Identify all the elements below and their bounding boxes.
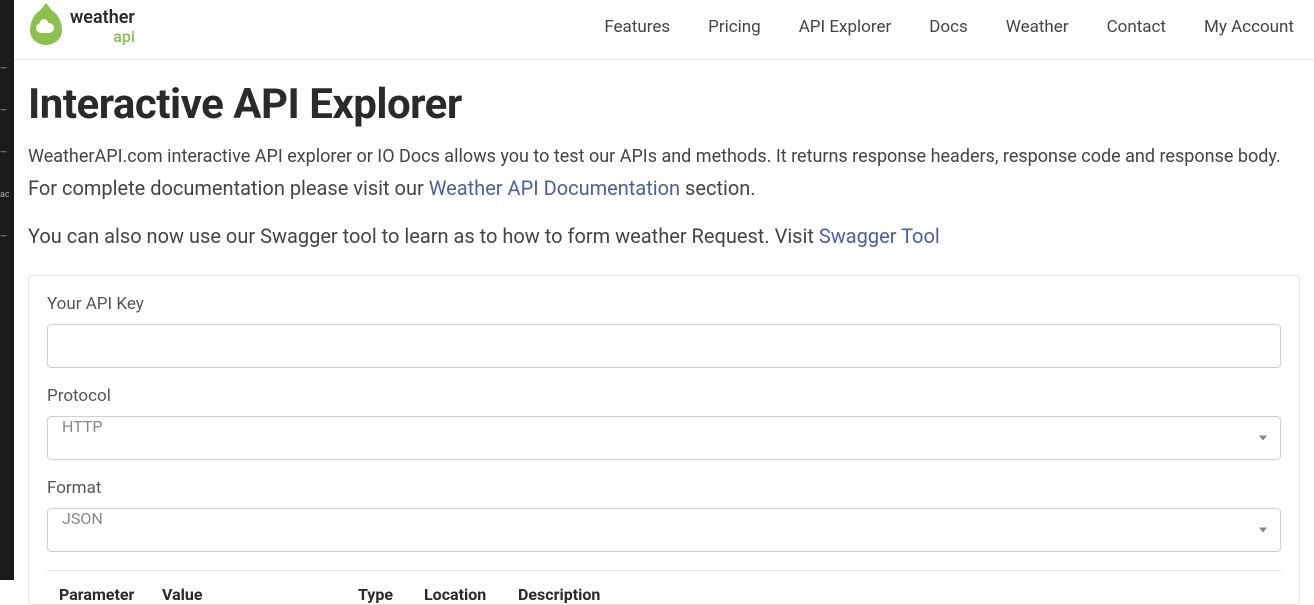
protocol-label: Protocol (47, 386, 1281, 406)
api-key-input[interactable] (47, 324, 1281, 368)
th-type: Type (358, 585, 424, 604)
intro3-pre: You can also now use our Swagger tool to… (28, 224, 819, 248)
format-label: Format (47, 478, 1281, 498)
logo-text-wrap: weather api (70, 9, 135, 45)
api-key-label: Your API Key (47, 294, 1281, 314)
nav-contact[interactable]: Contact (1107, 17, 1166, 37)
format-select[interactable]: JSON (47, 508, 1281, 552)
main-content: Interactive API Explorer WeatherAPI.com … (14, 60, 1314, 605)
top-navigation-bar: weather api Features Pricing API Explore… (14, 0, 1314, 60)
left-dark-strip: — — — ac — (0, 0, 14, 580)
nav-weather[interactable]: Weather (1006, 17, 1069, 37)
protocol-select-wrap: HTTP (47, 416, 1281, 460)
swagger-tool-link[interactable]: Swagger Tool (819, 224, 940, 248)
params-table-header: Parameter Value Type Location Descriptio… (47, 570, 1281, 604)
nav-features[interactable]: Features (604, 17, 670, 37)
th-parameter: Parameter (47, 585, 162, 604)
nav-api-explorer[interactable]: API Explorer (799, 17, 892, 37)
logo-text-bottom: api (70, 29, 135, 45)
logo-text-top: weather (70, 9, 135, 27)
th-location: Location (424, 585, 518, 604)
format-group: Format JSON (47, 478, 1281, 552)
nav-my-account[interactable]: My Account (1204, 17, 1294, 37)
logo[interactable]: weather api (28, 7, 135, 47)
api-form-card: Your API Key Protocol HTTP Format JSON P… (28, 275, 1300, 605)
api-key-group: Your API Key (47, 294, 1281, 368)
page-title: Interactive API Explorer (28, 80, 1300, 129)
th-description: Description (518, 585, 1281, 604)
logo-drop-icon (28, 7, 64, 47)
intro-paragraph-2: For complete documentation please visit … (28, 173, 1300, 203)
nav-pricing[interactable]: Pricing (708, 17, 761, 37)
th-value: Value (162, 585, 358, 604)
intro-paragraph-1: WeatherAPI.com interactive API explorer … (28, 143, 1300, 171)
protocol-group: Protocol HTTP (47, 386, 1281, 460)
intro2-pre: For complete documentation please visit … (28, 176, 429, 200)
main-nav: Features Pricing API Explorer Docs Weath… (604, 17, 1294, 37)
intro2-post: section. (680, 176, 756, 200)
intro-paragraph-3: You can also now use our Swagger tool to… (28, 221, 1300, 251)
format-select-wrap: JSON (47, 508, 1281, 552)
protocol-select[interactable]: HTTP (47, 416, 1281, 460)
nav-docs[interactable]: Docs (929, 17, 968, 37)
weather-api-docs-link[interactable]: Weather API Documentation (429, 176, 680, 200)
